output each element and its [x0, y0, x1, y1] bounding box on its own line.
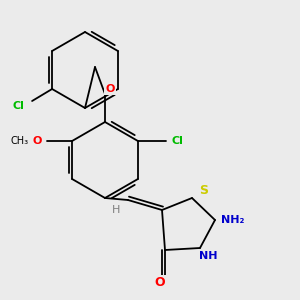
Text: Cl: Cl [172, 136, 184, 146]
Text: NH₂: NH₂ [221, 215, 245, 225]
Text: O: O [155, 277, 165, 290]
Text: O: O [32, 136, 42, 146]
Text: H: H [112, 205, 120, 215]
Text: S: S [200, 184, 208, 196]
Text: Cl: Cl [12, 101, 24, 111]
Text: O: O [105, 84, 115, 94]
Text: CH₃: CH₃ [10, 136, 28, 146]
Text: NH: NH [199, 251, 217, 261]
